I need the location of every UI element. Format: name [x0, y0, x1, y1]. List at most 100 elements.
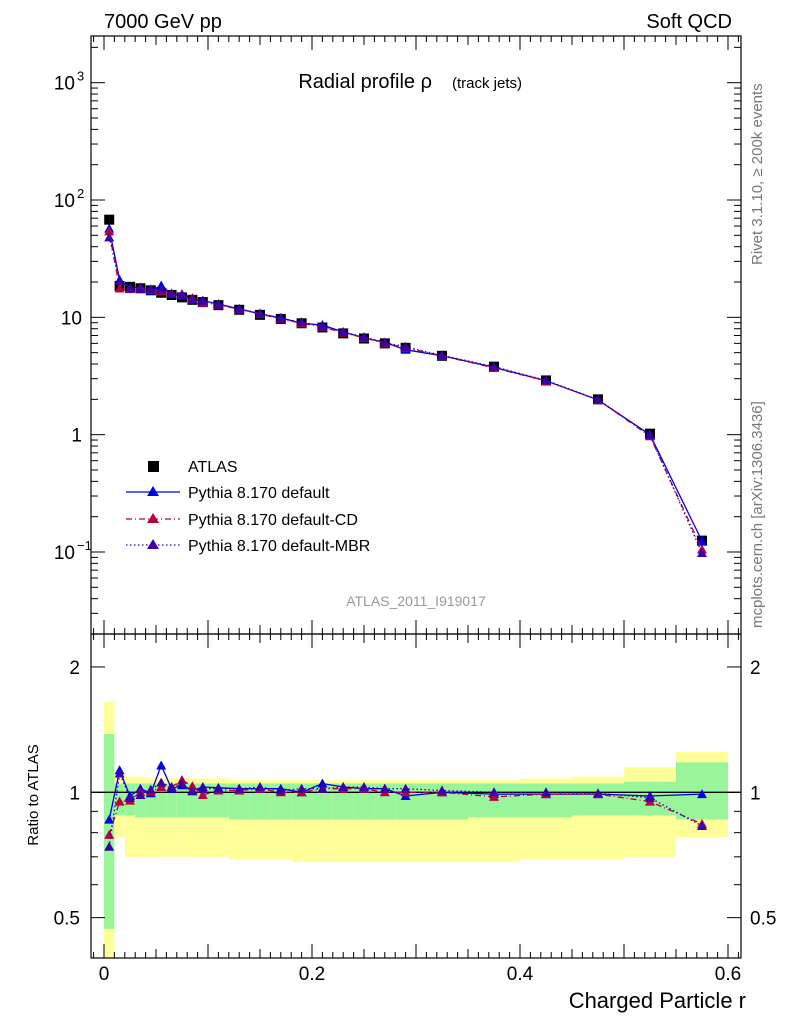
ratio-point	[255, 781, 265, 791]
y-tick-label: 10	[54, 191, 75, 212]
data-point	[187, 294, 198, 304]
y-tick-label: 1	[71, 426, 82, 447]
ratio-point	[489, 787, 499, 797]
data-point	[697, 548, 707, 558]
legend-marker-atlas	[148, 461, 159, 472]
ratio-y-tick-label-right: 0.5	[750, 909, 776, 930]
legend-entry-pythia-cd: Pythia 8.170 default-CD	[126, 512, 358, 529]
ratio-point	[400, 783, 411, 793]
legend-marker-pythia-default	[147, 486, 159, 496]
legend-label-pythia-mbr: Pythia 8.170 default-MBR	[188, 538, 370, 555]
ratio-panel-series	[91, 760, 741, 851]
ratio-point	[125, 792, 135, 802]
ratio-point	[156, 777, 167, 787]
x-tick-label: 0.4	[507, 964, 534, 985]
data-point	[255, 308, 265, 318]
ratio-point	[275, 785, 286, 795]
ratio-point	[156, 760, 167, 770]
y-tick-exponent: 3	[77, 69, 84, 84]
band-yellow-bin	[176, 778, 188, 857]
data-point	[114, 275, 125, 285]
ratio-point	[697, 789, 707, 799]
legend-entry-atlas: ATLAS	[148, 459, 238, 476]
series-3	[104, 232, 707, 558]
data-point	[275, 313, 286, 323]
y-tick-label: 10	[54, 543, 75, 564]
ratio-point	[187, 781, 198, 791]
data-point-atlas	[104, 214, 115, 225]
data-point	[125, 283, 135, 293]
data-point	[114, 283, 125, 293]
data-point	[156, 285, 167, 295]
ratio-point	[197, 790, 208, 800]
x-tick-label: 0.2	[299, 964, 325, 985]
band-green-bin	[187, 783, 198, 818]
main-title: Radial profile ρ	[298, 71, 432, 93]
data-point	[338, 326, 349, 336]
ratio-point	[379, 783, 390, 793]
header-right: Soft QCD	[646, 11, 732, 33]
legend-marker-pythia-cd	[147, 513, 159, 523]
main-subtitle: (track jets)	[452, 75, 522, 92]
ratio-point	[593, 788, 603, 798]
ratio-point	[338, 781, 349, 791]
data-point	[645, 430, 655, 440]
band-green-bin	[176, 783, 188, 818]
data-point	[489, 361, 499, 371]
data-point	[379, 337, 390, 347]
ratio-point	[489, 791, 499, 801]
data-point	[166, 288, 177, 298]
y-tick-exponent: 2	[77, 186, 84, 201]
band-yellow-bin	[197, 778, 208, 857]
y-tick-exponent: −1	[77, 538, 92, 553]
band-yellow-bin	[187, 778, 198, 857]
data-point	[145, 284, 156, 294]
ratio-point	[135, 790, 146, 800]
main-panel-series	[104, 214, 707, 558]
analysis-watermark: ATLAS_2011_I919017	[346, 593, 486, 609]
ratio-point	[145, 784, 156, 794]
ratio-point	[359, 781, 369, 791]
ratio-point	[114, 768, 125, 778]
legend-label-atlas: ATLAS	[188, 459, 238, 476]
ratio-point	[177, 778, 187, 788]
x-tick-label: 0	[99, 964, 110, 985]
data-point	[593, 394, 603, 404]
series-line	[108, 237, 703, 554]
ratio-point	[234, 783, 245, 793]
data-point	[135, 284, 146, 294]
data-point	[541, 375, 551, 385]
band-yellow-bin	[156, 778, 167, 857]
data-point	[104, 232, 115, 242]
ratio-y-tick-label-right: 2	[750, 658, 761, 679]
legend-label-pythia-default: Pythia 8.170 default	[188, 485, 330, 502]
ratio-y-tick-label-left: 0.5	[54, 909, 80, 930]
ratio-point	[104, 841, 115, 851]
band-yellow-bin	[166, 778, 177, 857]
legend-marker-pythia-mbr	[147, 539, 159, 549]
ratio-y-tick-label-left: 1	[69, 783, 80, 804]
data-point	[177, 289, 187, 299]
ratio-point	[296, 783, 307, 793]
band-green-bin	[135, 783, 146, 818]
data-point	[234, 303, 245, 313]
mcplots-label: mcplots.cern.ch [arXiv:1306.3436]	[749, 401, 766, 628]
band-green-bin	[145, 783, 156, 818]
band-yellow-bin	[124, 776, 136, 857]
y-tick-label: 10	[61, 308, 82, 329]
ratio-point	[317, 778, 328, 788]
data-point	[156, 280, 167, 290]
ratio-point	[166, 781, 177, 791]
y-tick-label: 10	[54, 74, 75, 95]
x-tick-label: 0.6	[715, 964, 741, 985]
legend-entry-pythia-mbr: Pythia 8.170 default-MBR	[126, 538, 370, 555]
ratio-point	[104, 829, 115, 839]
ratio-point	[213, 783, 224, 793]
ratio-point	[104, 814, 115, 824]
band-green-bin	[197, 783, 208, 818]
data-point	[400, 341, 411, 351]
ratio-y-tick-label-right: 1	[750, 783, 761, 804]
ratio-point	[187, 786, 198, 796]
data-point	[437, 350, 447, 360]
